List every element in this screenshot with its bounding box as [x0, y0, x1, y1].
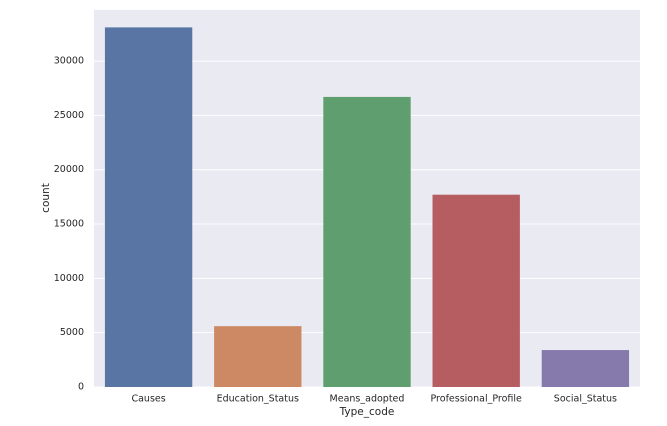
y-tick-label: 15000: [54, 219, 84, 230]
y-tick-label: 5000: [60, 327, 84, 338]
x-tick-label: Causes: [131, 394, 165, 405]
x-axis-label: Type_code: [339, 406, 395, 418]
x-tick-label: Social_Status: [554, 394, 617, 405]
bar: [104, 27, 193, 387]
y-tick-label: 0: [78, 382, 84, 393]
x-tick-label: Means_adopted: [330, 394, 405, 405]
x-tick-label: Professional_Profile: [431, 394, 523, 405]
y-tick-label: 20000: [54, 164, 84, 175]
x-tick-label: Education_Status: [217, 394, 299, 405]
bar: [432, 194, 520, 387]
y-tick-label: 30000: [54, 56, 84, 67]
y-tick-label: 10000: [54, 273, 84, 284]
bar: [214, 326, 302, 387]
y-axis-label: count: [40, 183, 52, 213]
y-tick-label: 25000: [54, 110, 84, 121]
bar: [541, 350, 630, 387]
bar: [323, 96, 411, 387]
